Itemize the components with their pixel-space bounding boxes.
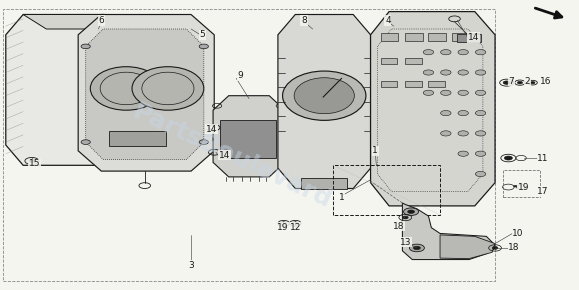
Text: PartsBoulevard: PartsBoulevard — [128, 100, 335, 213]
Text: 1: 1 — [339, 193, 345, 202]
Polygon shape — [6, 14, 122, 165]
Ellipse shape — [90, 67, 162, 110]
Circle shape — [530, 81, 535, 84]
Circle shape — [441, 70, 451, 75]
Circle shape — [441, 90, 451, 95]
Bar — [428, 81, 445, 87]
Circle shape — [475, 171, 486, 177]
Circle shape — [445, 252, 452, 255]
Circle shape — [492, 246, 498, 249]
Text: 2: 2 — [525, 77, 530, 86]
Ellipse shape — [283, 71, 366, 120]
Bar — [405, 33, 423, 41]
Circle shape — [441, 110, 451, 116]
Bar — [381, 81, 397, 87]
Text: 1: 1 — [372, 146, 378, 155]
Circle shape — [458, 50, 468, 55]
Bar — [3, 9, 495, 281]
Circle shape — [402, 216, 408, 219]
Circle shape — [199, 44, 208, 49]
Circle shape — [441, 50, 451, 55]
Circle shape — [458, 90, 468, 95]
Polygon shape — [402, 203, 495, 260]
Circle shape — [503, 81, 510, 84]
Circle shape — [475, 110, 486, 116]
Circle shape — [413, 246, 420, 250]
Text: 8: 8 — [301, 16, 307, 25]
Circle shape — [81, 140, 90, 144]
Text: 15: 15 — [29, 159, 41, 168]
Circle shape — [458, 110, 468, 116]
Circle shape — [483, 246, 490, 250]
Text: 3: 3 — [188, 261, 194, 270]
Bar — [381, 33, 398, 41]
Bar — [405, 81, 422, 87]
Bar — [452, 33, 479, 41]
Circle shape — [514, 185, 517, 187]
Circle shape — [504, 156, 512, 160]
Polygon shape — [78, 14, 214, 171]
Bar — [428, 33, 446, 41]
Circle shape — [458, 70, 468, 75]
Circle shape — [479, 244, 494, 252]
Text: 16: 16 — [540, 77, 551, 86]
Ellipse shape — [294, 78, 354, 114]
Bar — [457, 34, 481, 42]
Circle shape — [441, 131, 451, 136]
Bar — [220, 120, 276, 158]
Circle shape — [423, 50, 434, 55]
Polygon shape — [86, 29, 204, 160]
Circle shape — [29, 160, 35, 162]
Circle shape — [475, 151, 486, 156]
Polygon shape — [213, 96, 285, 177]
Circle shape — [404, 208, 419, 215]
Polygon shape — [23, 14, 127, 29]
Bar — [405, 58, 422, 64]
Text: 14: 14 — [468, 33, 479, 42]
Circle shape — [408, 210, 415, 213]
Circle shape — [458, 151, 468, 156]
Text: 14: 14 — [219, 151, 230, 160]
Bar — [503, 170, 540, 197]
Text: 18: 18 — [508, 243, 520, 253]
Circle shape — [458, 131, 468, 136]
Circle shape — [81, 44, 90, 49]
Circle shape — [475, 131, 486, 136]
Ellipse shape — [132, 67, 204, 110]
Text: 10: 10 — [512, 229, 524, 238]
Text: 9: 9 — [237, 71, 243, 80]
Circle shape — [475, 90, 486, 95]
Text: 11: 11 — [537, 153, 549, 163]
Text: 4: 4 — [385, 16, 391, 25]
Circle shape — [475, 50, 486, 55]
Text: 19: 19 — [518, 182, 530, 192]
Circle shape — [423, 90, 434, 95]
Circle shape — [199, 140, 208, 144]
Bar — [381, 58, 397, 64]
Polygon shape — [440, 235, 495, 259]
Polygon shape — [371, 12, 495, 206]
Polygon shape — [278, 14, 371, 188]
Text: 17: 17 — [537, 187, 549, 196]
Circle shape — [517, 81, 522, 84]
Text: 14: 14 — [206, 124, 217, 134]
Circle shape — [475, 70, 486, 75]
Text: 6: 6 — [98, 16, 104, 25]
Text: 12: 12 — [290, 223, 301, 232]
Text: 7: 7 — [508, 77, 514, 86]
Bar — [109, 131, 166, 146]
Circle shape — [423, 70, 434, 75]
Circle shape — [409, 244, 424, 252]
Text: 13: 13 — [400, 238, 411, 247]
Circle shape — [441, 250, 456, 258]
Text: 18: 18 — [393, 222, 404, 231]
Bar — [301, 178, 347, 188]
Text: 5: 5 — [200, 30, 206, 39]
Text: 19: 19 — [277, 223, 288, 232]
